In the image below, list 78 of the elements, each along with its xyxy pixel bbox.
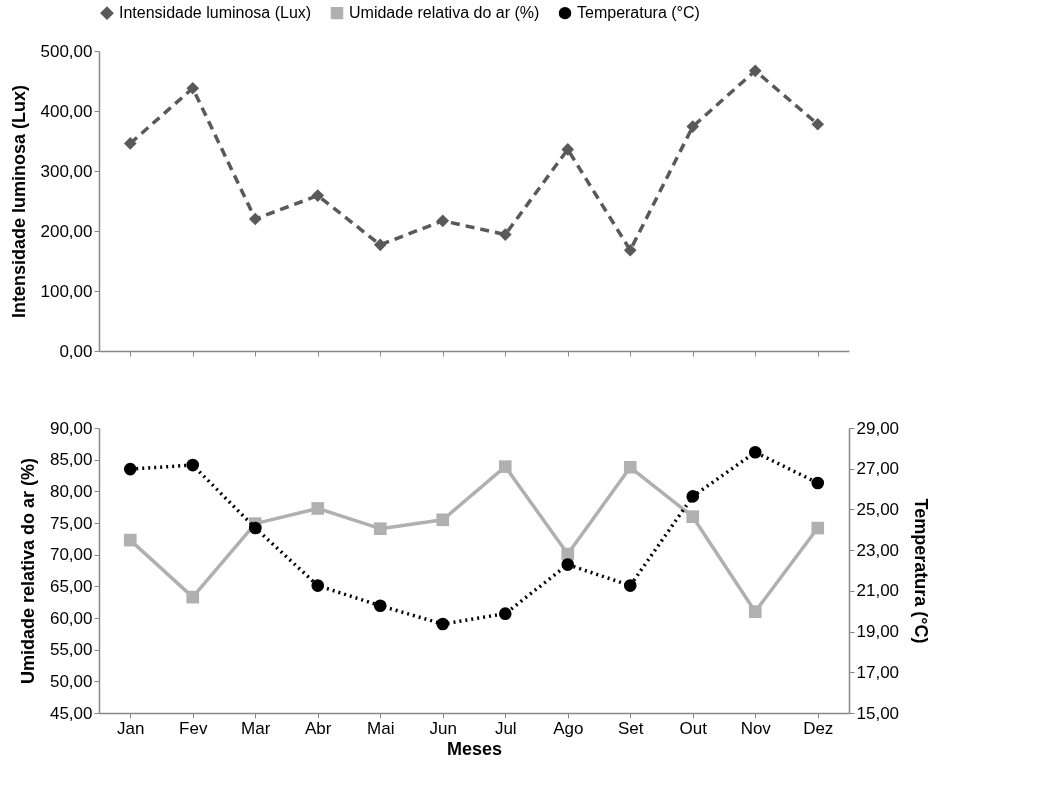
point [311,579,325,592]
y2-tick-label: 21,00 [856,581,900,601]
point [748,64,762,78]
x-tick-label: Nov [740,718,772,738]
y2-tick-label: 19,00 [856,622,900,642]
y-tick-label: 50,00 [49,671,93,691]
x-tick-label: Jan [117,718,145,738]
y-tick-label: 200,00 [40,221,93,241]
x-tick-label: Mar [241,718,271,738]
point [686,490,700,503]
point [623,460,637,474]
y2-tick-label: 15,00 [856,703,900,723]
y-tick-label: 70,00 [49,545,93,565]
point [311,189,325,202]
y2-tick-label: 27,00 [856,459,900,479]
x-tick-label: Abr [305,718,332,738]
y2-tick-label: 23,00 [856,540,900,560]
point [123,137,137,150]
y-tick-label: 300,00 [40,161,93,181]
point [561,143,575,156]
point [686,510,700,523]
point [748,445,762,459]
point [436,214,450,228]
x-tick-label: Jun [429,718,457,738]
y-axis-title: Intensidade luminosa (Lux) [8,84,29,319]
point [748,605,762,618]
y-tick-label: 85,00 [49,450,93,470]
legend-label: Temperatura (°C) [577,4,700,22]
point [686,120,700,133]
point [248,212,262,226]
y-tick-label: 75,00 [49,513,93,533]
point [373,238,387,252]
y2-axis-title: Temperatura (°C) [911,498,932,644]
point [123,462,137,476]
x-tick-label: Set [617,718,644,738]
point [811,117,825,131]
point [436,617,450,631]
legend-label: Intensidade luminosa (Lux) [119,4,312,22]
y-tick-label: 65,00 [49,576,93,596]
x-tick-label: Dez [803,718,834,738]
x-axis-title: Meses [446,738,503,759]
y-axis-title: Umidade relativa do ar (%) [17,457,38,685]
y-tick-label: 55,00 [49,640,93,660]
x-tick-label: Jul [494,718,517,738]
point [498,228,512,241]
point [186,81,200,95]
point [623,243,637,257]
point [186,590,200,604]
y2-tick-label: 29,00 [856,418,900,438]
y-tick-label: 100,00 [40,281,93,301]
x-tick-label: Ago [553,718,584,738]
point [811,521,825,535]
point [561,547,575,561]
point [623,579,637,592]
point [561,558,575,571]
x-tick-label: Out [679,718,708,738]
x-tick-label: Mai [367,718,395,738]
point [498,460,512,473]
point [811,476,825,490]
y-tick-label: 400,00 [40,101,93,121]
y2-tick-label: 17,00 [856,662,900,682]
y-tick-label: 500,00 [40,41,93,61]
point [186,458,200,472]
y-tick-label: 45,00 [49,703,93,723]
point [123,533,137,547]
x-tick-label: Fev [179,718,208,738]
point [311,502,325,515]
legend-label: Umidade relativa do ar (%) [349,4,540,22]
point [436,513,450,527]
point [498,607,512,620]
y-tick-label: 80,00 [49,481,93,501]
point [248,521,262,535]
point [373,599,387,613]
y-tick-label: 90,00 [49,418,93,438]
y-tick-label: 60,00 [49,608,93,628]
point [373,522,387,536]
y2-tick-label: 25,00 [856,499,900,519]
y-tick-label: 0,00 [59,341,93,361]
